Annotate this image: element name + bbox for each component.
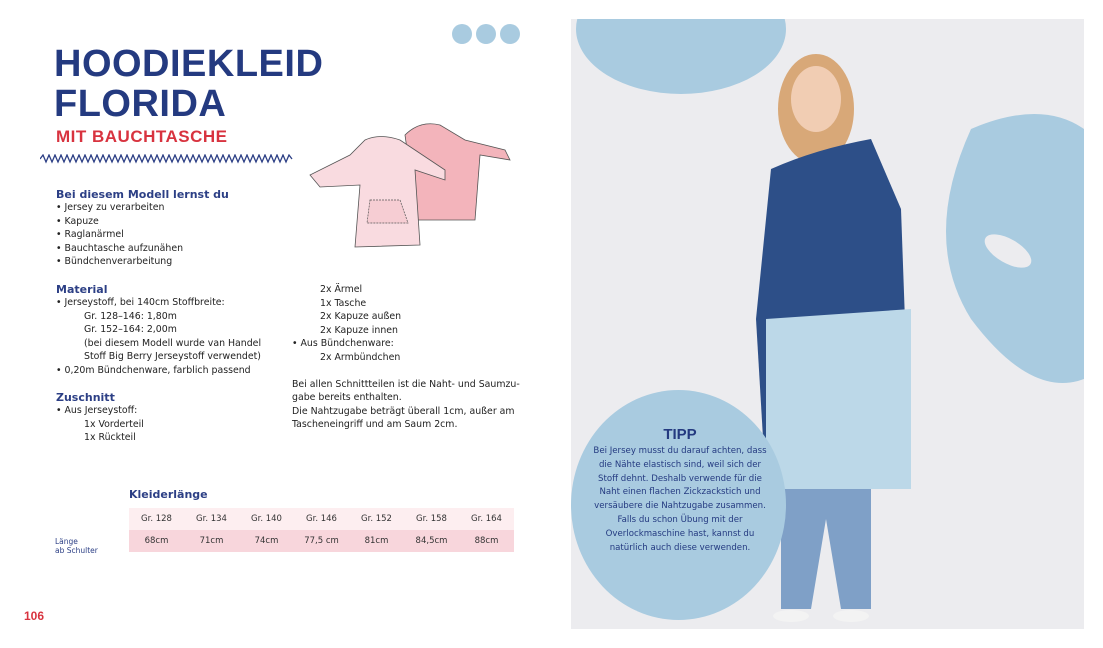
note-text: Die Nahtzugabe beträgt überall 1cm, auße…: [292, 405, 515, 417]
list-item: Kapuze: [56, 215, 296, 229]
tip-text: Bei Jersey musst du darauf achten, dass …: [593, 446, 767, 553]
note-text: gabe bereits enthalten.: [292, 392, 402, 404]
size-table-heading: Kleiderlänge: [129, 488, 208, 501]
table-cell: Gr. 152: [349, 508, 404, 530]
table-row: Gr. 128 Gr. 134 Gr. 140 Gr. 146 Gr. 152 Gr. 1…: [129, 508, 514, 530]
title-line: HOODIEKLEID: [54, 43, 324, 85]
learn-heading: Bei diesem Modell lernst du: [56, 188, 229, 201]
list-item: (bei diesem Modell wurde van Handel: [84, 337, 262, 349]
note-text: Bei allen Schnittteilen ist die Naht- un…: [292, 378, 520, 390]
dress-sketch: [309, 123, 511, 248]
note-text: Tascheneingriff und am Saum 2cm.: [292, 419, 458, 431]
table-cell: 81cm: [349, 530, 404, 552]
table-cell: 77,5 cm: [294, 530, 349, 552]
row-label-line: Länge: [55, 537, 78, 546]
list-item: Jerseystoff, bei 140cm Stoffbreite:: [56, 296, 296, 310]
list-item: Stoff Big Berry Jerseystoff verwendet): [84, 351, 261, 363]
material-heading: Material: [56, 283, 108, 296]
list-item: Jersey zu verarbeiten: [56, 201, 296, 215]
list-item: Aus Jerseystoff:: [56, 404, 296, 418]
list-item: Bauchtasche aufzunähen: [56, 242, 296, 256]
list-item: Aus Bündchenware:: [292, 337, 532, 351]
list-item: Bündchenverarbeitung: [56, 255, 296, 269]
size-table: Gr. 128 Gr. 134 Gr. 140 Gr. 146 Gr. 152 Gr. 1…: [129, 508, 514, 552]
table-cell: 68cm: [129, 530, 184, 552]
learn-section: Bei diesem Modell lernst du Jersey zu ve…: [56, 188, 296, 269]
zuschnitt-heading: Zuschnitt: [56, 391, 115, 404]
list-item: 0,20m Bündchenware, farblich passend: [56, 364, 296, 378]
table-cell: 71cm: [184, 530, 239, 552]
table-cell: Gr. 158: [404, 508, 459, 530]
row-label: Länge ab Schulter: [55, 537, 98, 555]
list-item: Raglanärmel: [56, 228, 296, 242]
table-cell: 74cm: [239, 530, 294, 552]
list-item: 1x Rückteil: [84, 432, 136, 444]
list-item: 2x Kapuze innen: [320, 324, 398, 336]
tip-bubble: [571, 390, 786, 620]
title-line: FLORIDA: [54, 83, 227, 125]
list-item: 1x Vorderteil: [84, 418, 144, 430]
zigzag-divider: [40, 154, 293, 164]
table-row: 68cm 71cm 74cm 77,5 cm 81cm 84,5cm 88cm: [129, 530, 514, 552]
page-title: HOODIEKLEID FLORIDA: [54, 44, 354, 124]
list-item: 2x Ärmel: [320, 284, 363, 295]
difficulty-dots: [452, 24, 520, 44]
table-cell: Gr. 164: [459, 508, 514, 530]
subtitle: MIT BAUCHTASCHE: [56, 127, 228, 146]
zuschnitt-section: Zuschnitt Aus Jerseystoff: 1x Vorderteil…: [56, 391, 296, 445]
table-cell: 84,5cm: [404, 530, 459, 552]
list-item: Gr. 128–146: 1,80m: [84, 310, 177, 322]
table-cell: Gr. 128: [129, 508, 184, 530]
list-item: 1x Tasche: [320, 297, 367, 309]
table-cell: 88cm: [459, 530, 514, 552]
list-item: 2x Armbündchen: [320, 351, 401, 363]
zuschnitt-continued: 2x Ärmel 1x Tasche 2x Kapuze außen 2x Ka…: [292, 283, 532, 432]
page-number: 106: [24, 609, 45, 623]
list-item: Gr. 152–164: 2,00m: [84, 324, 177, 336]
table-cell: Gr. 146: [294, 508, 349, 530]
photo-illustration: [576, 19, 1084, 622]
table-cell: Gr. 134: [184, 508, 239, 530]
table-cell: Gr. 140: [239, 508, 294, 530]
row-label-line: ab Schulter: [55, 546, 98, 555]
material-section: Material Jerseystoff, bei 140cm Stoffbre…: [56, 283, 296, 378]
model-photo: [571, 19, 1084, 629]
list-item: 2x Kapuze außen: [320, 311, 402, 323]
tip-heading: TIPP: [663, 426, 697, 443]
